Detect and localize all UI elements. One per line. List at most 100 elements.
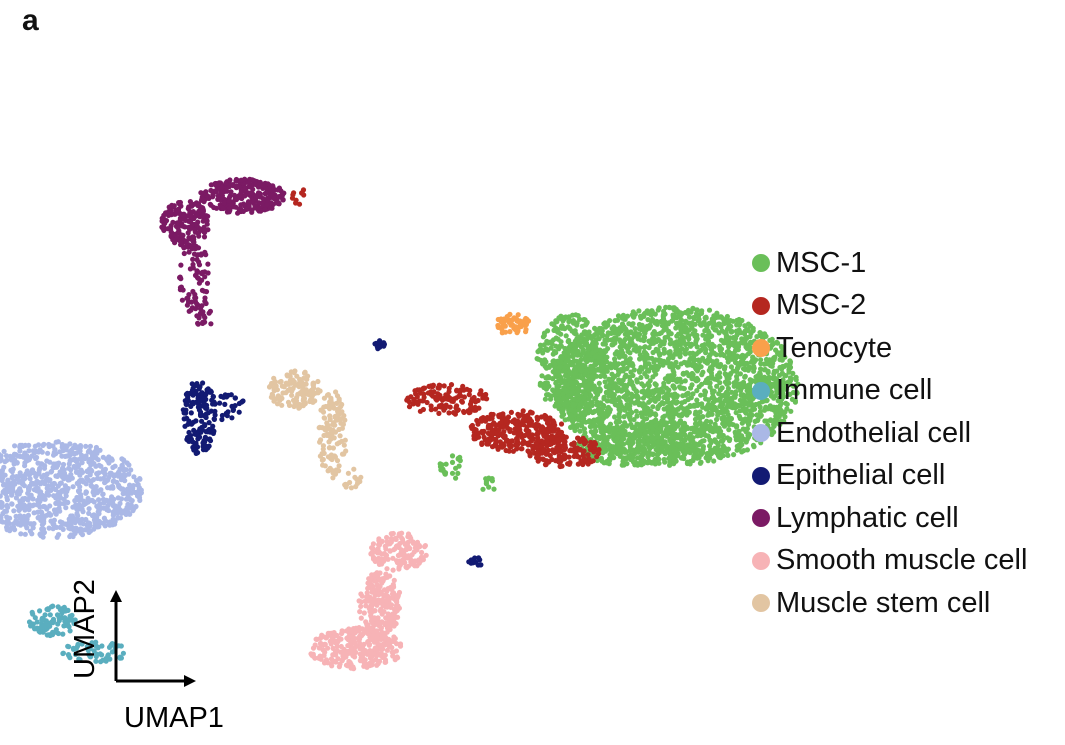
scatter-point [665,321,671,327]
scatter-point [743,439,749,445]
scatter-point [566,375,572,381]
scatter-point [726,427,732,433]
scatter-point [586,357,592,363]
scatter-point [5,526,11,532]
scatter-point [594,417,600,423]
scatter-point [57,469,63,475]
scatter-point [590,458,596,464]
scatter-point [505,414,512,420]
scatter-point [742,374,748,380]
scatter-point [604,359,610,365]
scatter-point [677,418,684,424]
scatter-point [698,392,704,398]
scatter-point [650,335,656,341]
scatter-point [44,506,50,512]
scatter-point [523,326,529,333]
scatter-point [713,428,719,434]
scatter-point [646,399,652,405]
scatter-point [576,340,582,346]
scatter-point [666,329,672,335]
scatter-point [122,507,128,514]
series-msc-1 [437,304,801,492]
scatter-point [91,526,97,532]
scatter-point [84,474,90,481]
scatter-point [592,440,598,446]
scatter-point [697,415,703,421]
scatter-point [62,608,68,614]
scatter-point [25,485,32,492]
scatter-point [4,494,10,500]
scatter-point [686,362,693,368]
scatter-point [693,441,699,447]
scatter-point [201,396,207,402]
scatter-point [296,201,303,207]
scatter-point [671,363,677,369]
scatter-point [582,441,588,447]
scatter-point [195,392,201,398]
scatter-point [41,529,48,536]
scatter-point [754,417,761,424]
scatter-point [703,350,709,356]
scatter-point [459,398,465,404]
scatter-point [705,405,711,412]
scatter-point [62,483,68,489]
scatter-point [580,461,586,468]
scatter-point [736,413,743,419]
scatter-point [573,331,579,337]
scatter-point [655,396,661,402]
scatter-point [710,400,716,406]
scatter-point [587,443,593,449]
scatter-point [673,451,679,457]
scatter-point [769,426,775,432]
scatter-point [734,353,740,359]
scatter-point [704,450,711,457]
scatter-point [598,400,604,406]
scatter-point [602,379,608,385]
scatter-point [408,394,414,400]
scatter-point [592,408,598,414]
scatter-point [709,373,715,379]
scatter-point [456,463,462,469]
scatter-point [655,434,661,440]
scatter-point [671,383,677,389]
scatter-point [601,370,607,376]
scatter-point [742,416,748,422]
scatter-point [648,419,654,425]
scatter-point [31,487,37,493]
scatter-point [621,316,628,322]
scatter-point [793,377,799,383]
scatter-point [634,389,640,395]
scatter-point [520,408,526,414]
scatter-point [635,421,642,428]
scatter-point [57,524,63,531]
scatter-point [491,420,497,426]
scatter-point [602,337,608,343]
scatter-point [736,361,742,367]
scatter-point [601,394,607,400]
scatter-point [211,400,217,406]
scatter-point [589,341,596,347]
scatter-point [107,522,113,528]
scatter-point [671,372,677,378]
scatter-point [525,448,531,454]
scatter-point [711,395,717,402]
scatter-point [673,435,679,441]
scatter-point [568,424,574,430]
scatter-point [593,428,599,434]
scatter-point [559,323,565,329]
scatter-point [505,425,511,431]
scatter-point [33,473,39,480]
scatter-point [211,416,217,422]
scatter-point [450,410,457,416]
scatter-point [640,401,647,407]
scatter-point [694,375,700,381]
scatter-point [784,406,790,412]
scatter-point [685,410,691,416]
scatter-point [641,447,648,453]
scatter-point [653,346,659,352]
scatter-point [110,472,116,478]
scatter-point [449,453,456,459]
scatter-point [706,355,712,362]
scatter-point [672,391,678,397]
scatter-point [486,422,492,428]
